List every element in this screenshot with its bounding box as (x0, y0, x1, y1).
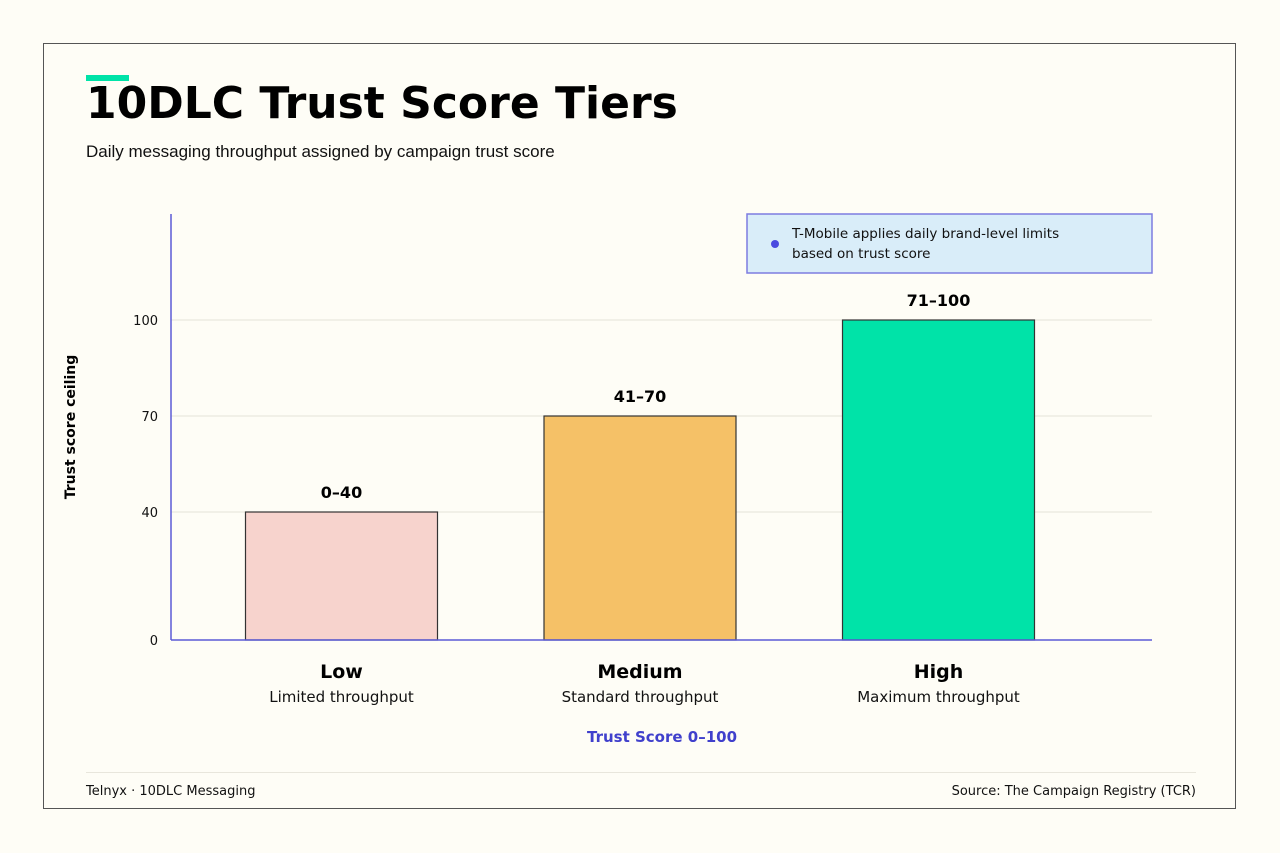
x-category-label: High (914, 661, 964, 683)
annotation-text-line2: based on trust score (792, 246, 930, 262)
chart-title: 10DLC Trust Score Tiers (86, 78, 678, 129)
bar-value-label: 41–70 (614, 387, 667, 406)
bar (244, 511, 439, 641)
chart-subtitle: Daily messaging throughput assigned by c… (86, 142, 555, 161)
bar-value-label: 0–40 (321, 483, 362, 502)
chart-frame (43, 43, 1236, 809)
y-tick-label: 40 (141, 506, 158, 521)
footer-source: Source: The Campaign Registry (TCR) (951, 784, 1196, 799)
y-tick-label: 0 (150, 634, 158, 649)
bar (841, 319, 1036, 641)
x-category-label: Low (320, 661, 363, 683)
bar (543, 415, 737, 641)
annotation-text-line1: T-Mobile applies daily brand-level limit… (791, 226, 1059, 242)
x-category-sublabel: Maximum throughput (857, 688, 1020, 706)
x-axis-title: Trust Score 0–100 (587, 728, 737, 746)
y-tick-label: 70 (141, 410, 158, 425)
annotation-bullet (771, 240, 779, 248)
bar-value-label: 71–100 (907, 291, 971, 310)
y-tick-label: 100 (133, 314, 158, 329)
annotation-box (746, 213, 1153, 274)
footer-divider (86, 772, 1196, 773)
x-category-sublabel: Standard throughput (562, 688, 719, 706)
footer-brand: Telnyx · 10DLC Messaging (86, 784, 256, 799)
x-category-sublabel: Limited throughput (269, 688, 414, 706)
accent-bar (86, 75, 129, 81)
x-category-label: Medium (597, 661, 682, 683)
y-axis-title: Trust score ceiling (63, 355, 79, 499)
